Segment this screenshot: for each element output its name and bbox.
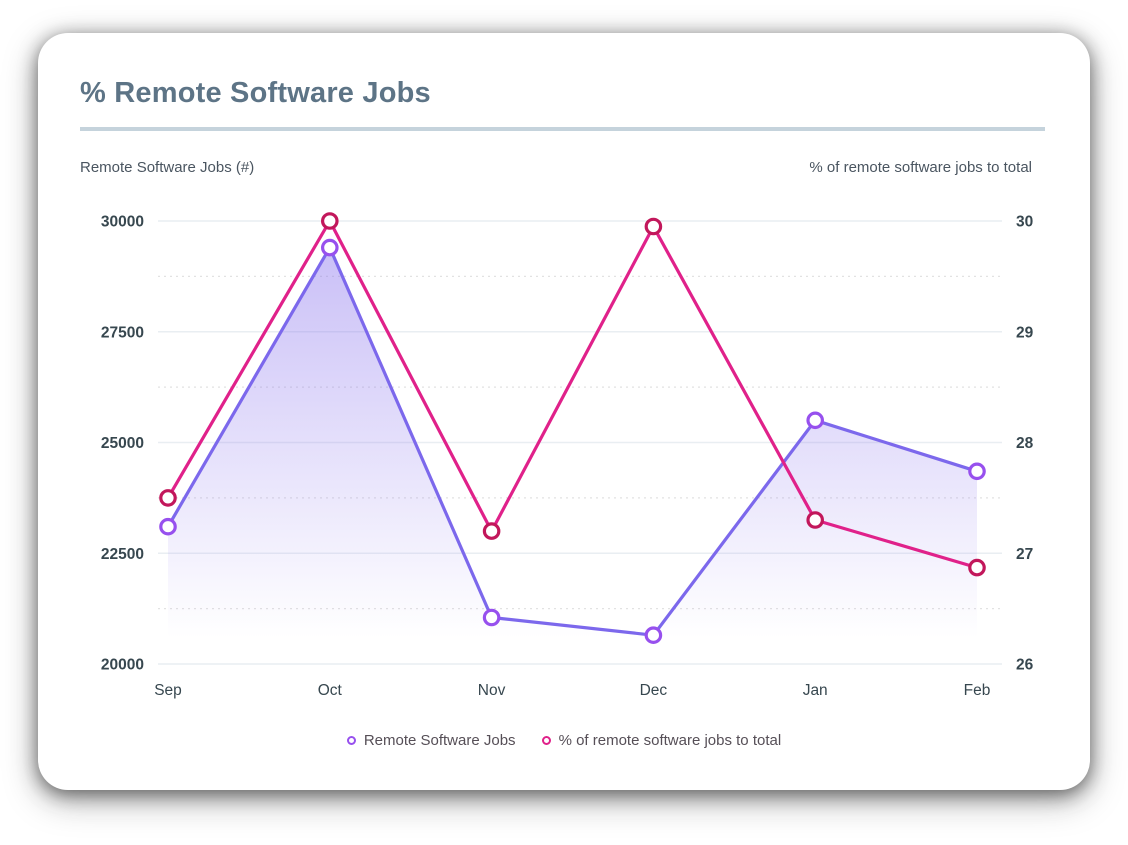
pink-data-point-marker [644,217,663,236]
pink-data-point-marker [806,511,824,529]
chart-legend: Remote Software Jobs % of remote softwar… [38,732,1090,749]
right-axis-tick-label: 26 [1016,657,1034,674]
purple-data-point-marker [320,238,339,257]
series-area-fill [168,247,977,664]
right-axis-tick-label: 29 [1016,324,1034,341]
pink-data-point-marker [159,489,177,507]
legend-item-percent-remote[interactable]: % of remote software jobs to total [541,732,782,749]
pink-data-point-marker [482,522,501,540]
x-axis-tick-label: Nov [478,682,506,699]
right-axis-caption: % of remote software jobs to total [809,159,1032,176]
purple-data-point-marker [159,517,177,536]
purple-series-ring-icon [346,736,356,745]
pink-data-point-marker [968,558,986,577]
purple-data-point-marker [968,462,986,481]
purple-data-point-marker [482,608,501,627]
purple-data-point-marker [644,626,663,644]
x-axis-tick-label: Oct [318,682,343,699]
x-axis-tick-label: Sep [154,682,182,699]
right-axis-tick-label: 30 [1016,214,1033,231]
chart-card: % Remote Software Jobs Remote Software J… [38,33,1090,790]
left-axis-tick-label: 25000 [101,435,144,452]
legend-label: % of remote software jobs to total [558,732,782,749]
pink-series-ring-icon [541,736,551,745]
x-axis-tick-label: Dec [640,682,668,699]
right-axis-tick-label: 27 [1016,546,1033,563]
page-title: % Remote Software Jobs [80,77,431,109]
right-axis-tick-label: 28 [1016,435,1034,452]
legend-item-remote-software-jobs[interactable]: Remote Software Jobs [346,732,516,749]
left-axis-tick-label: 27500 [101,324,144,341]
line-chart: 30000 27500 25000 22500 20000 30 29 28 27 26 Sep Oc… [101,212,1034,699]
x-axis-tick-label: Jan [803,682,828,699]
left-axis-tick-label: 30000 [101,214,144,231]
pink-series-line [166,219,979,570]
legend-label: Remote Software Jobs [363,732,516,749]
title-divider [80,127,1045,131]
left-axis-tick-label: 22500 [101,546,144,563]
left-axis-tick-label: 20000 [101,657,144,674]
left-axis-caption: Remote Software Jobs (#) [80,159,255,176]
x-axis-tick-label: Feb [964,682,991,699]
purple-series-line [166,245,979,637]
chart-area: 30000 27500 25000 22500 20000 30 29 28 27 26 Sep Oc… [38,198,1090,718]
pink-data-point-marker [320,212,339,230]
axis-captions-row: Remote Software Jobs (#) % of remote sof… [80,159,1032,176]
purple-data-point-marker [806,411,824,430]
